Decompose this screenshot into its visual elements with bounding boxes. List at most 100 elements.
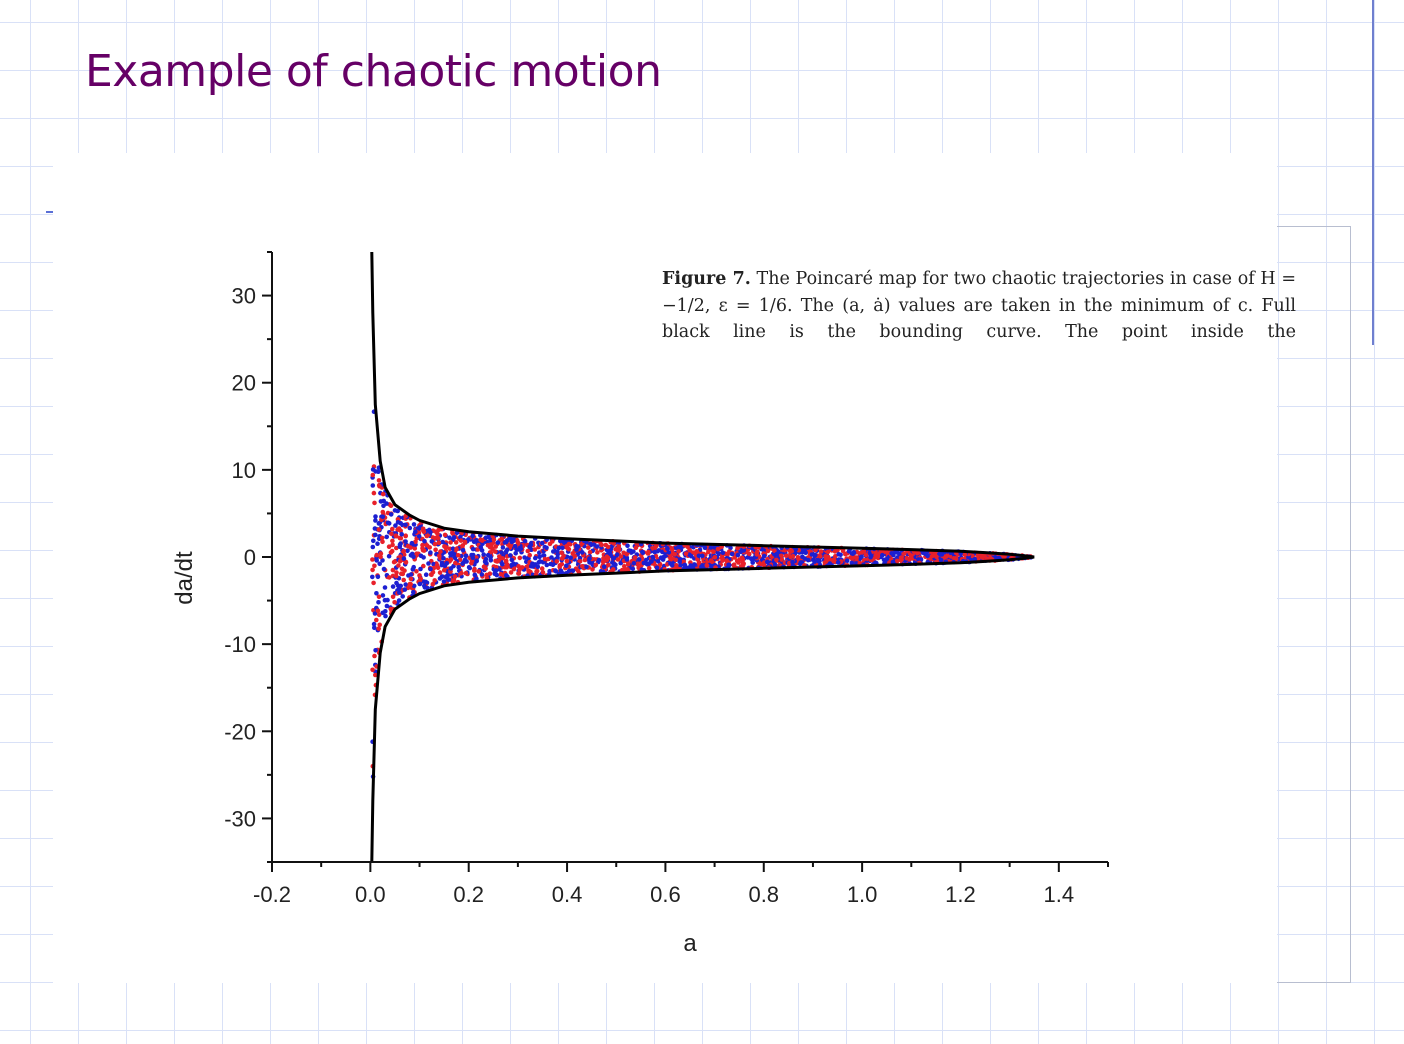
scatter-point [636,557,642,562]
scatter-point [375,574,381,580]
scatter-point [460,547,466,553]
scatter-point [512,543,518,549]
x-tick-label: 1.0 [847,882,878,907]
scatter-point [669,556,675,561]
scatter-point [696,553,702,559]
scatter-point [544,562,550,568]
scatter-point [836,552,841,557]
scatter-point [844,558,850,563]
scatter-point [527,552,532,558]
scatter-point [555,552,560,557]
scatter-point [411,583,417,589]
scatter-point [405,548,410,554]
scatter-point [429,572,434,577]
scatter-point [470,546,476,552]
scatter-point [625,543,630,548]
scatter-point [812,559,817,564]
scatter-point [846,549,852,554]
scatter-point [428,550,433,555]
scatter-point [380,558,385,563]
scatter-point [813,552,818,558]
scatter-point [518,546,524,552]
scatter-point [408,581,414,587]
scatter-point [426,561,431,566]
scatter-point [580,550,585,555]
scatter-point [772,548,777,553]
scatter-point [790,559,795,565]
scatter-point [403,522,408,528]
scatter-point [666,550,672,555]
scatter-point [833,554,838,559]
scatter-point [453,560,458,566]
scatter-point [370,574,375,580]
scatter-point [458,534,463,540]
scatter-point [373,518,378,523]
scatter-point [605,555,611,561]
scatter-point [544,545,549,551]
caption-line-1: The Poincaré map for two chaotic traject… [756,269,1233,289]
scatter-point [397,544,403,550]
scatter-point [537,554,542,560]
scatter-point [484,572,490,578]
scatter-point [746,551,752,557]
x-tick-label: 0.8 [748,882,779,907]
scatter-point [939,552,945,557]
scatter-point [625,561,631,567]
scatter-point [396,526,402,531]
scatter-point [692,562,697,567]
scatter-point [835,560,841,565]
scatter-point [818,553,823,559]
scatter-point [880,552,885,558]
scatter-point [530,561,535,566]
scatter-point [586,545,591,550]
scatter-point [384,534,390,540]
scatter-point [706,549,711,555]
scatter-point [765,548,771,554]
scatter-point [403,560,409,565]
scatter-point [656,548,661,553]
scatter-point [508,553,513,558]
scatter-point [508,570,514,575]
scatter-point [370,483,376,488]
scatter-point [750,557,755,563]
scatter-point [394,545,399,551]
scatter-point [413,539,418,545]
scatter-point [373,514,378,519]
x-tick-label: 1.2 [945,882,976,907]
scatter-point [378,499,384,504]
scatter-point [779,553,784,559]
scatter-point [481,564,487,570]
scatter-point [596,557,602,563]
scatter-point [605,548,611,554]
y-tick-label: 0 [244,545,256,570]
scatter-point [493,544,499,549]
scatter-point [729,551,735,557]
scatter-point [405,543,411,549]
scatter-point [398,554,403,559]
scatter-point [412,546,418,551]
scatter-point [894,558,900,564]
scatter-point [391,559,397,565]
scatter-point [772,562,778,568]
scatter-point [898,557,904,562]
scatter-point [1002,554,1007,559]
scatter-point [423,572,429,577]
scatter-point [890,559,896,565]
scatter-point [500,545,506,550]
scatter-point [952,555,957,560]
scatter-point [470,555,476,560]
scatter-point [798,560,804,565]
scatter-point [633,545,639,551]
scatter-point [401,556,407,561]
scatter-point [407,525,413,531]
scatter-point [908,552,914,558]
scatter-point [711,549,716,554]
scatter-point [550,539,555,544]
scatter-point [675,545,680,550]
scatter-point [376,527,382,532]
scatter-point [390,594,396,600]
scatter-point [424,533,430,539]
scatter-point [525,548,531,554]
caption-line-2: of H = −1/2, ε = 1/6. The (a, ȧ) values … [662,269,1296,316]
scatter-point [540,570,546,575]
